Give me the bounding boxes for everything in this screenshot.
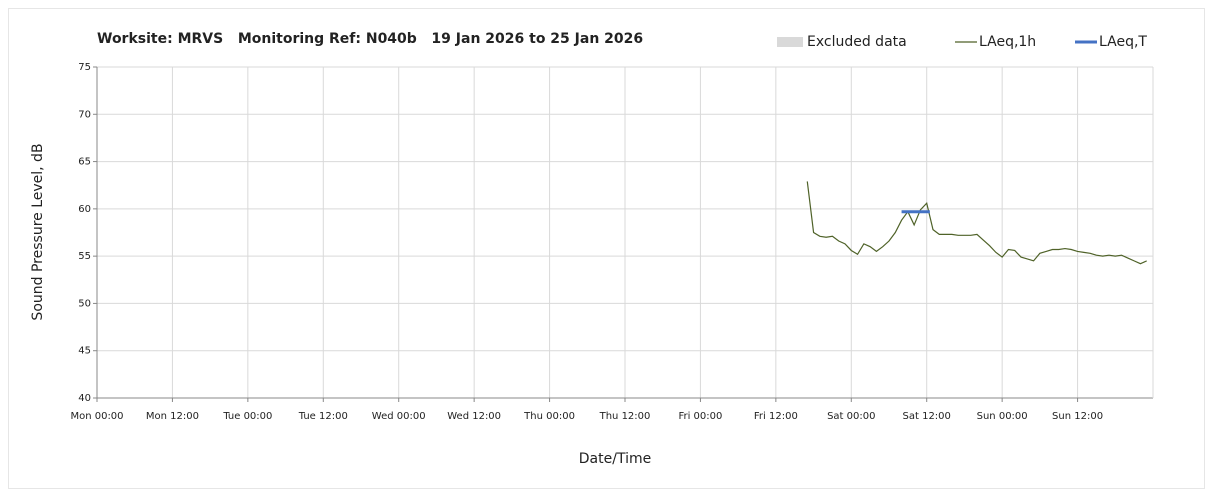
x-tick-label: Mon 12:00 [146, 411, 199, 422]
legend-label: Excluded data [807, 34, 907, 50]
y-tick-label: 50 [78, 298, 91, 309]
y-tick-label: 40 [78, 393, 91, 404]
y-axis-label: Sound Pressure Level, dB [30, 143, 46, 320]
x-tick-label: Fri 12:00 [754, 411, 798, 422]
x-tick-label: Mon 00:00 [70, 411, 123, 422]
legend-label: LAeq,T [1099, 34, 1147, 50]
x-tick-label: Sat 00:00 [827, 411, 875, 422]
x-tick-label: Wed 12:00 [447, 411, 501, 422]
y-tick-label: 70 [78, 109, 91, 120]
y-tick-label: 60 [78, 204, 91, 215]
y-tick-label: 75 [78, 62, 91, 73]
y-tick-label: 45 [78, 346, 91, 357]
y-tick-label: 55 [78, 251, 91, 262]
chart-title: Worksite: MRVS Monitoring Ref: N040b 19 … [97, 31, 643, 47]
x-tick-label: Wed 00:00 [372, 411, 426, 422]
x-tick-label: Thu 00:00 [523, 411, 575, 422]
x-tick-label: Thu 12:00 [599, 411, 651, 422]
x-tick-label: Sun 12:00 [1052, 411, 1103, 422]
x-tick-label: Tue 00:00 [222, 411, 272, 422]
legend-label: LAeq,1h [979, 34, 1036, 50]
x-tick-label: Tue 12:00 [298, 411, 348, 422]
x-tick-label: Sun 00:00 [977, 411, 1028, 422]
x-axis-label: Date/Time [579, 451, 651, 467]
legend-swatch [777, 37, 803, 47]
x-tick-label: Sat 12:00 [903, 411, 951, 422]
y-tick-label: 65 [78, 157, 91, 168]
data-line [806, 181, 1147, 265]
x-tick-label: Fri 00:00 [678, 411, 722, 422]
